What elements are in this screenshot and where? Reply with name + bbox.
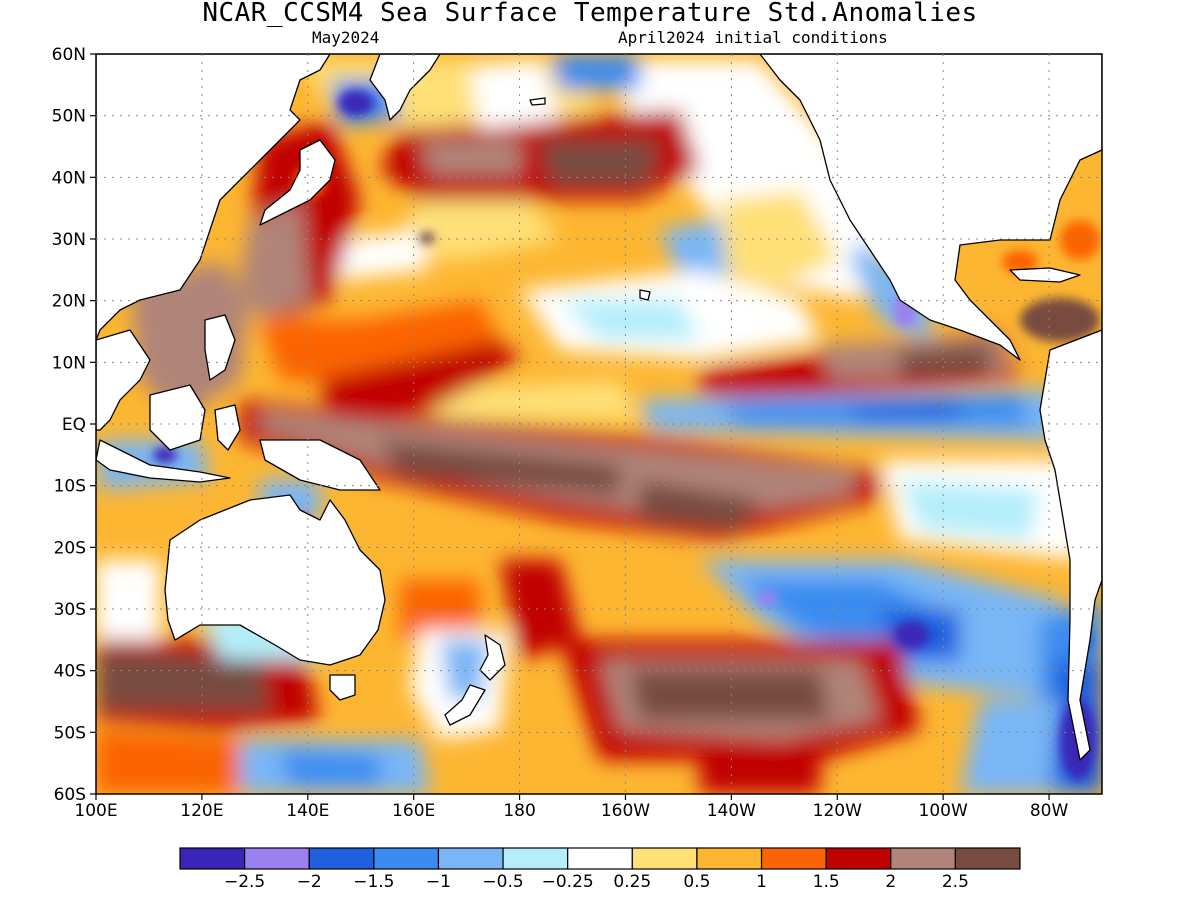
lat-tick-label: 30S <box>54 600 86 620</box>
lat-tick-label: 60N <box>52 45 86 65</box>
lon-tick-label: 100E <box>74 801 117 821</box>
lon-tick-label: 140E <box>286 801 329 821</box>
legend-swatch <box>631 847 698 870</box>
legend-label: −2 <box>297 872 322 892</box>
legend-swatch <box>760 847 827 870</box>
lat-tick-label: 10S <box>54 477 86 497</box>
lat-tick-label: 60S <box>54 785 86 805</box>
lat-tick-label: 20S <box>54 538 86 558</box>
lat-tick-label: 20N <box>52 292 86 312</box>
legend-swatch <box>954 847 1021 870</box>
chart-title: NCAR_CCSM4 Sea Surface Temperature Std.A… <box>202 0 978 28</box>
lat-tick-label: 40S <box>54 662 86 682</box>
lat-tick-label: EQ <box>62 415 86 435</box>
lon-tick-label: 80W <box>1030 801 1069 821</box>
legend-label: −2.5 <box>224 872 265 892</box>
lon-tick-label: 180 <box>503 801 535 821</box>
legend-label: −1.5 <box>353 872 394 892</box>
legend-swatch <box>437 847 504 870</box>
latitude-axis: 60N 50N 40N 30N 20N 10N EQ 10S 20S 30S 40S 50S 60S <box>52 45 96 805</box>
legend-label: 2 <box>885 872 896 892</box>
longitude-axis: 100E 120E 140E 160E 180 160W 140W 120W 100W 80W <box>74 794 1068 821</box>
legend-label: −1 <box>426 872 451 892</box>
legend-swatch <box>373 847 440 870</box>
anomaly-field <box>96 54 1102 794</box>
lon-tick-label: 140W <box>707 801 756 821</box>
land <box>96 54 1102 761</box>
legend-swatch <box>244 847 310 870</box>
forecast-month: May2024 <box>312 28 380 47</box>
lon-tick-label: 160W <box>601 801 650 821</box>
legend-label: 1.5 <box>813 872 840 892</box>
legend-label: 2.5 <box>942 872 969 892</box>
lat-tick-label: 50N <box>52 107 86 127</box>
lat-tick-label: 40N <box>52 168 86 188</box>
color-legend: −2.5 −2 −1.5 −1 −0.5 −0.25 0.25 0.5 1 1.5 2 2.5 <box>179 847 1021 892</box>
lon-tick-label: 120E <box>180 801 223 821</box>
lat-tick-label: 30N <box>52 230 86 250</box>
initial-conditions: April2024 initial conditions <box>618 28 888 47</box>
legend-swatch <box>179 847 246 870</box>
legend-label: 0.25 <box>613 872 651 892</box>
legend-label: 0.5 <box>683 872 710 892</box>
lat-tick-label: 50S <box>54 723 86 743</box>
legend-swatch <box>696 847 763 870</box>
lon-tick-label: 160E <box>392 801 435 821</box>
gridlines <box>96 54 1102 794</box>
lon-tick-label: 120W <box>813 801 862 821</box>
legend-label: −0.5 <box>482 872 523 892</box>
legend-swatch <box>308 847 375 870</box>
legend-swatch <box>890 847 956 870</box>
lon-tick-label: 100W <box>919 801 968 821</box>
legend-label: 1 <box>756 872 767 892</box>
legend-label: −0.25 <box>542 872 594 892</box>
legend-swatch <box>825 847 892 870</box>
lat-tick-label: 10N <box>52 353 86 373</box>
legend-swatch <box>502 847 569 870</box>
legend-swatch <box>567 847 633 870</box>
